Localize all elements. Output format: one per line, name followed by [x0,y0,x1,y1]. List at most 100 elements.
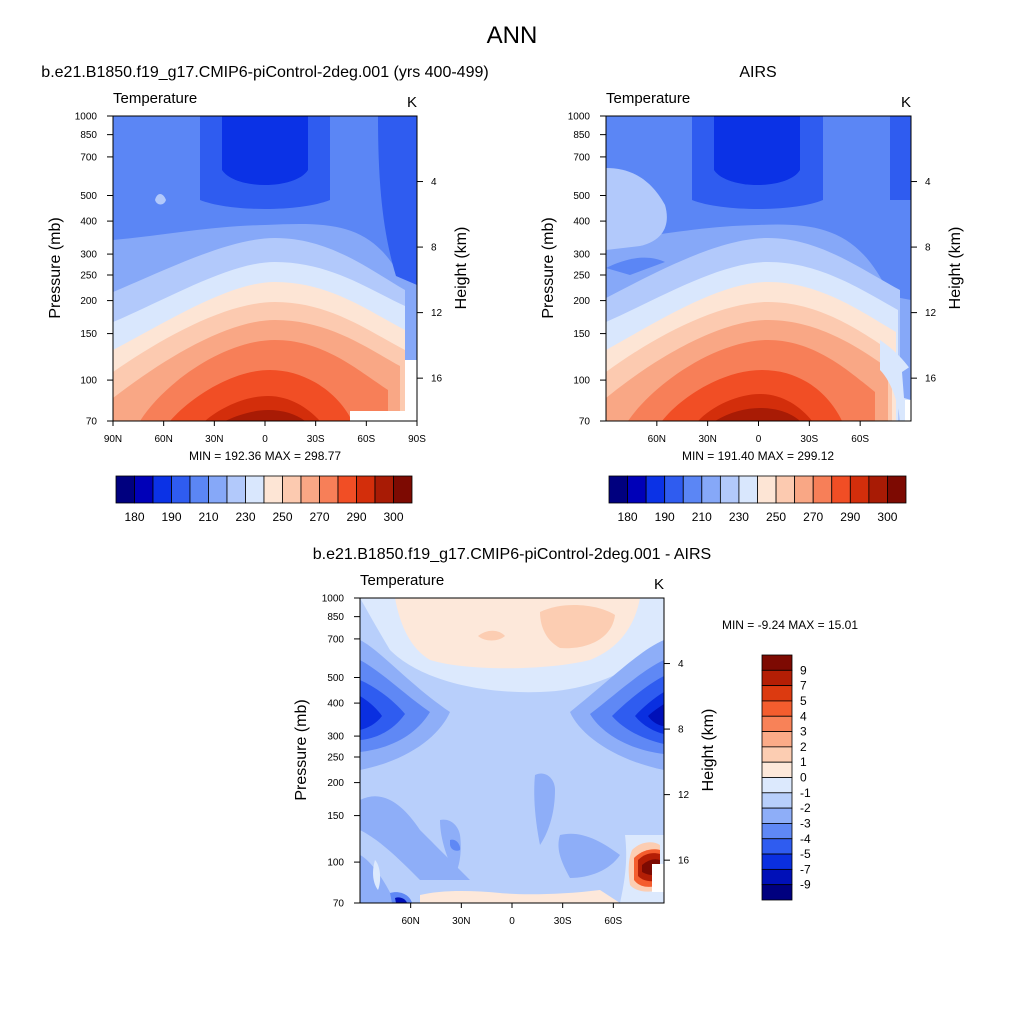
y-tick-label: 850 [327,612,344,623]
x-tick-label: 0 [262,434,268,445]
colorbar-label: 1 [800,755,807,769]
colorbar-swatch [719,475,740,504]
height-tick-label: 16 [925,374,937,385]
contour-band [540,604,615,649]
missing-data [350,411,405,421]
colorbar-swatch [761,884,793,901]
colorbar-swatch [208,475,228,504]
x-tick-label: 60N [401,916,419,927]
colorbar-swatch [761,853,793,870]
y-tick-label: 250 [327,752,344,763]
y-tick-label: 150 [327,811,344,822]
heatmap-model [113,116,417,421]
colorbar-swatch [761,807,793,824]
colorbar-model: 180 190 210 230 250 270 290 300 [115,475,413,524]
height-tick-label: 12 [431,308,443,319]
colorbar-label: 2 [800,740,807,754]
height-tick-label: 4 [431,177,437,188]
y-tick-label: 100 [80,376,97,387]
colorbar-label: 270 [309,510,329,524]
colorbar-swatch [300,475,320,504]
y-tick-label: 700 [327,634,344,645]
contour-band [714,116,800,185]
x-tick-label: 30N [205,434,223,445]
y-tick-label: 100 [327,858,344,869]
colorbar-label: 210 [198,510,218,524]
y-tick-label: 400 [327,699,344,710]
contour-band [880,340,911,421]
contour-band [606,168,667,250]
colorbar-swatch [337,475,357,504]
colorbar-swatch [152,475,172,504]
colorbar-label: 190 [161,510,181,524]
x-tick-label: 30S [307,434,325,445]
colorbar-swatch [775,475,796,504]
y-tick-label: 150 [80,329,97,340]
colorbar-label: 230 [729,510,749,524]
colorbar-label: 180 [618,510,638,524]
panel-obs-right-label: K [901,94,911,111]
colorbar-swatch [645,475,666,504]
x-tick-label: 0 [756,434,762,445]
y-tick-label: 70 [86,417,98,428]
colorbar-swatch [761,685,793,702]
colorbar-swatch [134,475,154,504]
colorbar-swatch [761,761,793,778]
colorbar-swatch [682,475,703,504]
contour-band [440,819,461,875]
panel-model-left-label: Temperature [113,90,197,107]
x-tick-label: 60N [648,434,666,445]
colorbar-label: 300 [383,510,403,524]
colorbar-swatch [812,475,833,504]
x-tick-label: 30S [554,916,572,927]
y-tick-label: 250 [573,270,590,281]
colorbar-label: -4 [800,832,811,846]
x-tick-label: 30N [452,916,470,927]
colorbar-label: 190 [655,510,675,524]
colorbar-label: -7 [800,862,811,876]
colorbar-label: 210 [692,510,712,524]
contour-band [225,410,305,421]
panel-diff-left-label: Temperature [360,572,444,589]
ticks-model: 70 100 150 200 250 300 400 500 700 850 1000 90N 60N 3… [75,112,443,446]
contour-band [373,860,381,890]
colorbar-label: 230 [235,510,255,524]
y2-axis-title-model: Height (km) [453,227,470,310]
y-tick-label: 400 [573,217,590,228]
colorbar-swatch [115,475,135,504]
colorbar-swatch [761,731,793,748]
x-tick-label: 60S [357,434,375,445]
colorbar-swatch [282,475,302,504]
y-tick-label: 300 [80,250,97,261]
contour-band [558,833,620,878]
y-tick-label: 500 [327,673,344,684]
colorbar-swatch [356,475,376,504]
contour-band [360,696,382,730]
y-tick-label: 250 [80,270,97,281]
y-tick-label: 1000 [75,112,98,123]
x-tick-label: 60S [604,916,622,927]
y-tick-label: 400 [80,217,97,228]
colorbar-swatch [849,475,870,504]
colorbar-label: 5 [800,694,807,708]
missing-data [652,864,664,892]
colorbar-swatch [761,654,793,671]
contour-band [890,116,911,200]
colorbar-label: 250 [272,510,292,524]
missing-data [405,360,417,421]
y-tick-label: 500 [573,191,590,202]
colorbar-label: -2 [800,801,811,815]
x-tick-label: 30N [698,434,716,445]
contour-band [902,366,911,400]
colorbar-obs: 180 190 210 230 250 270 290 300 [608,475,907,524]
colorbar-swatch [831,475,851,504]
stats-diff: MIN = -9.24 MAX = 15.01 [722,618,858,632]
height-tick-label: 16 [431,374,443,385]
y-tick-label: 850 [573,130,590,141]
y-axis-title-diff: Pressure (mb) [293,699,310,800]
colorbar-swatch [171,475,191,504]
y-tick-label: 70 [579,417,591,428]
colorbar-swatch [761,700,793,717]
colorbar-label: 4 [800,709,807,723]
